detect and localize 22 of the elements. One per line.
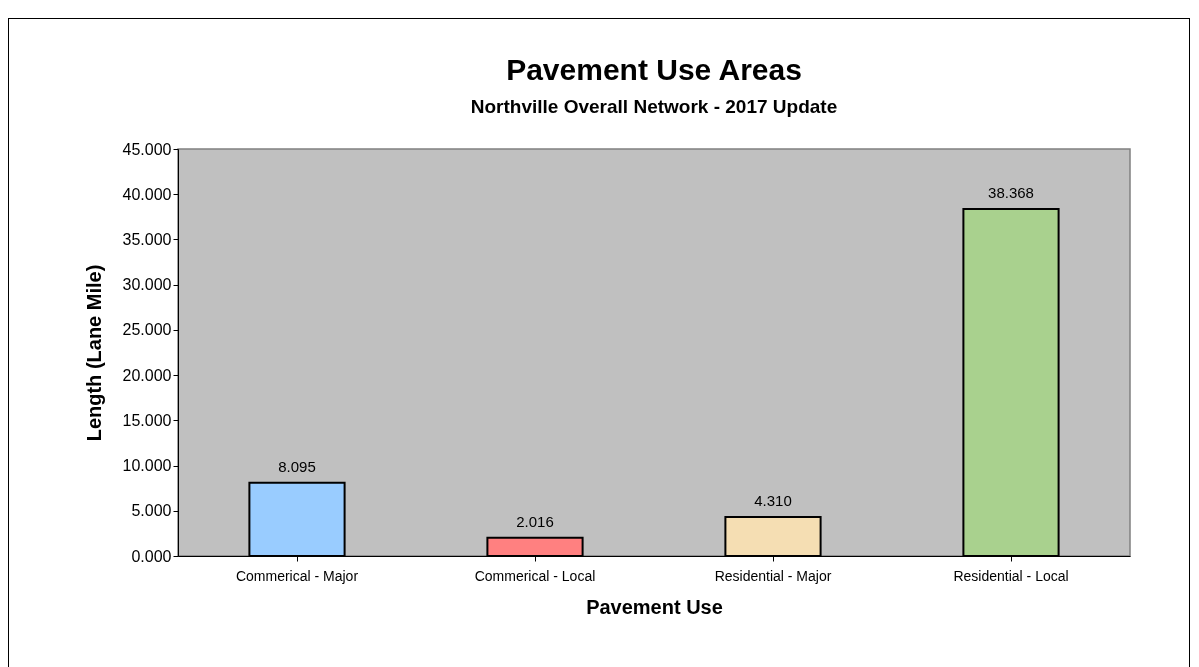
x-tick-label: Commerical - Local: [474, 567, 596, 584]
x-tick-label: Commerical - Major: [235, 567, 359, 584]
chart-title: Pavement Use Areas: [506, 53, 802, 86]
data-label: 2.016: [516, 512, 554, 530]
y-tick-label: 5.000: [131, 502, 172, 520]
x-tick-label: Residential - Local: [953, 567, 1069, 584]
data-label: 8.095: [278, 457, 316, 475]
data-label: 4.310: [754, 492, 792, 510]
y-tick-label: 10.000: [122, 457, 172, 475]
y-tick-label: 20.000: [122, 366, 172, 384]
y-tick-label: 45.000: [122, 140, 172, 158]
y-tick-label: 25.000: [122, 321, 172, 339]
y-axis-title: Length (Lane Mile): [82, 264, 105, 442]
data-label: 38.368: [988, 183, 1034, 201]
y-tick-label: 30.000: [122, 276, 172, 294]
y-tick-label: 40.000: [122, 185, 172, 203]
y-tick-label: 0.000: [131, 547, 172, 565]
x-tick-label: Residential - Major: [714, 567, 832, 584]
chart-subtitle: Northville Overall Network - 2017 Update: [470, 96, 838, 117]
y-tick-label: 35.000: [122, 230, 172, 248]
x-axis-title: Pavement Use: [586, 595, 723, 618]
y-tick-label: 15.000: [122, 411, 172, 429]
